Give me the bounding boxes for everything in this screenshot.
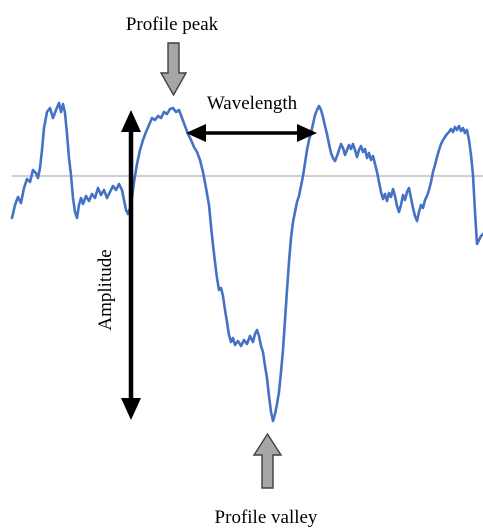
down-arrow-icon xyxy=(159,42,188,97)
profile-valley-label: Profile valley xyxy=(215,507,318,528)
wavelength-label: Wavelength xyxy=(207,93,298,114)
surface-profile-curve xyxy=(10,101,483,423)
profile-peak-label: Profile peak xyxy=(126,14,219,35)
amplitude-arrow xyxy=(121,110,141,420)
amplitude-label: Amplitude xyxy=(95,249,116,330)
wavelength-arrow xyxy=(186,124,317,142)
up-arrow-icon xyxy=(252,432,283,489)
